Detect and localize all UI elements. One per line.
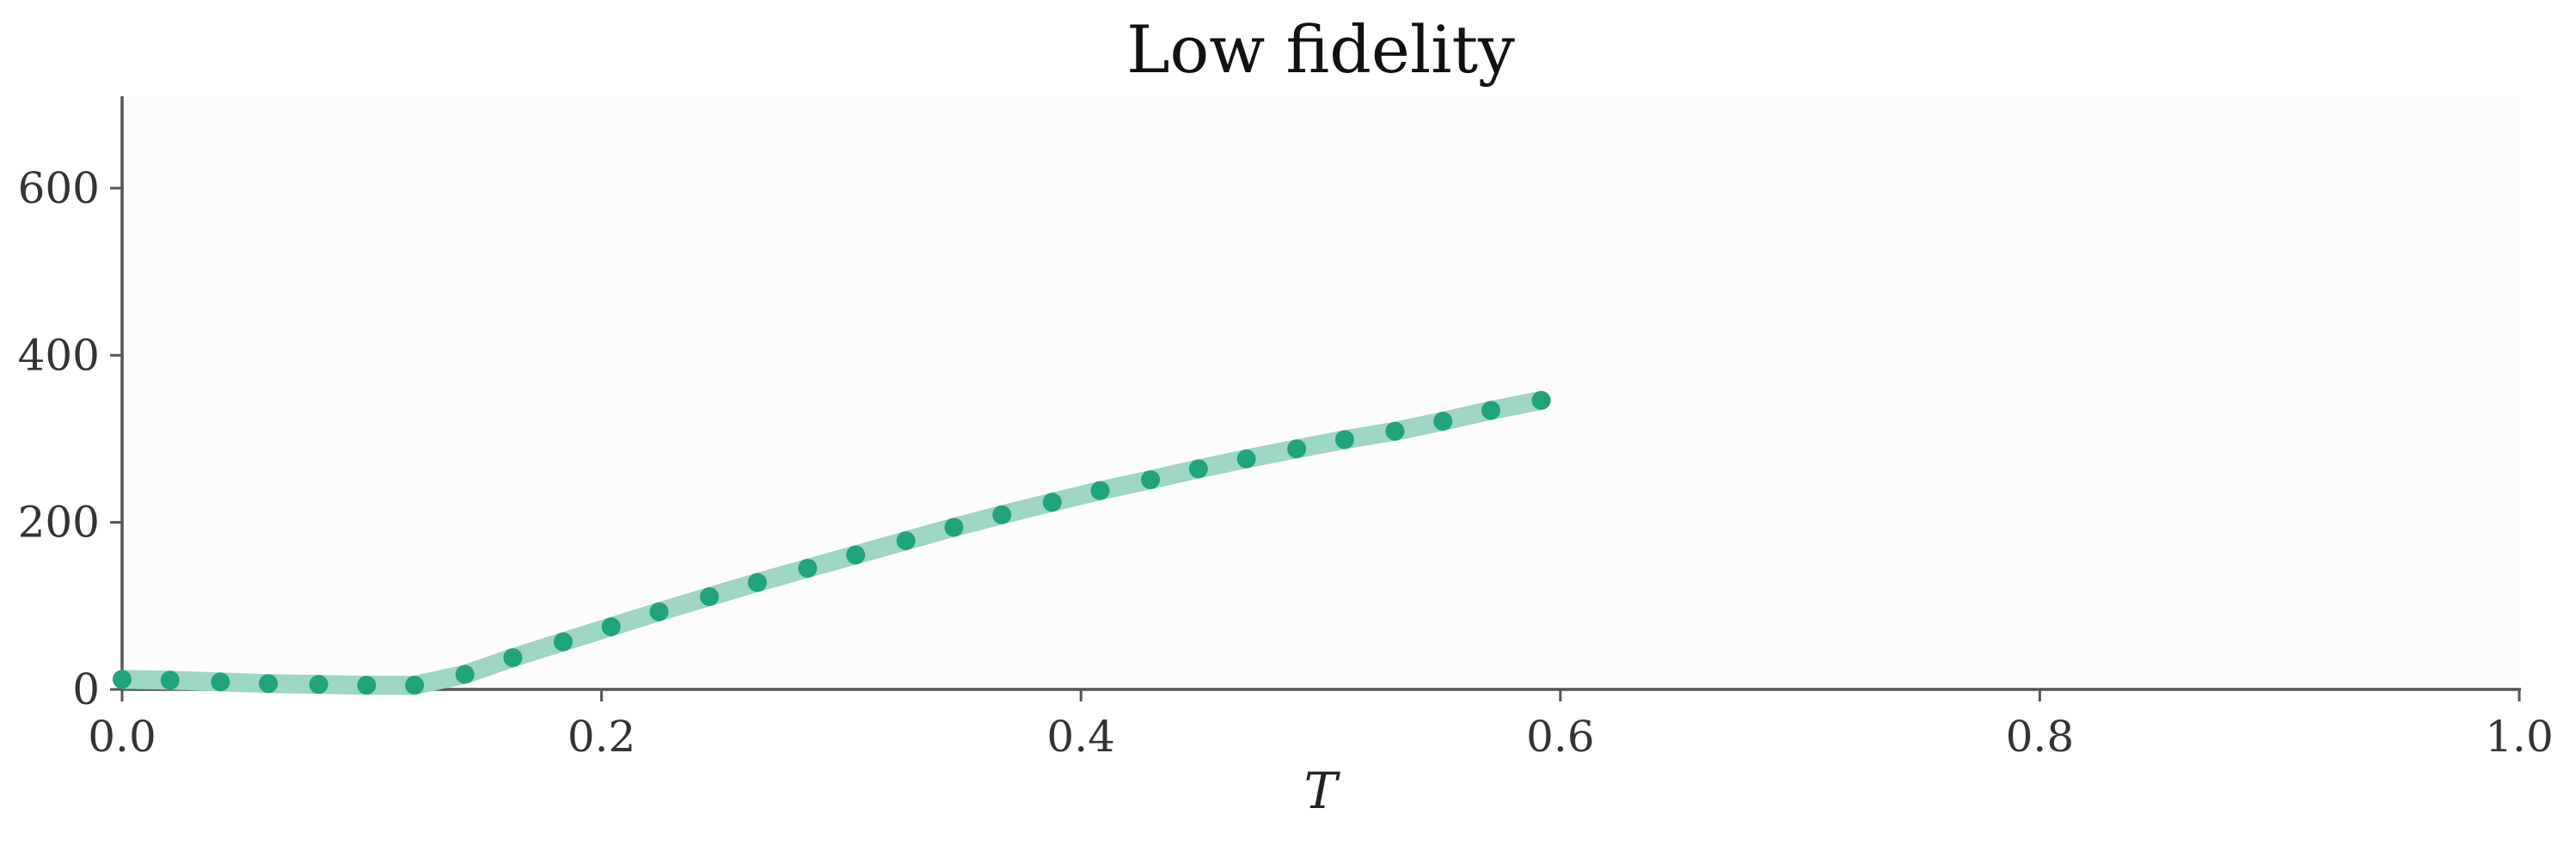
data-point — [747, 573, 767, 592]
x-tick-label: 0.4 — [1046, 712, 1115, 762]
x-tick-label: 0.8 — [2006, 712, 2075, 762]
data-point — [405, 676, 425, 695]
x-axis-ticks: 0.0 0.2 0.4 0.6 0.8 1.0 — [88, 689, 2554, 762]
data-point — [1385, 421, 1405, 441]
data-point — [309, 675, 328, 695]
x-axis-label: T — [1304, 762, 1341, 820]
x-tick-label: 0.0 — [88, 712, 156, 762]
x-tick-label: 0.2 — [567, 712, 636, 762]
data-point — [992, 505, 1012, 524]
data-point — [601, 617, 621, 637]
data-point — [1141, 470, 1161, 490]
data-point — [211, 672, 230, 692]
plot-background — [122, 96, 2519, 689]
data-point — [700, 587, 720, 607]
data-point — [1287, 439, 1307, 459]
y-tick-label: 200 — [18, 498, 100, 548]
y-axis-ticks: 0 200 400 600 — [18, 163, 122, 714]
data-point — [798, 559, 818, 579]
y-tick-label: 400 — [18, 330, 100, 380]
data-point — [1433, 412, 1453, 432]
series-group — [113, 390, 1551, 695]
chart-title: Low fidelity — [1126, 11, 1515, 88]
data-point — [553, 632, 573, 652]
data-point — [113, 670, 132, 689]
x-tick-label: 0.6 — [1526, 712, 1595, 762]
data-point — [1531, 390, 1551, 410]
data-point — [1042, 493, 1062, 512]
data-point — [503, 648, 523, 668]
data-point — [160, 670, 180, 690]
data-point — [846, 545, 866, 565]
data-point — [1334, 430, 1354, 450]
data-point — [455, 664, 475, 684]
data-point — [1090, 481, 1110, 500]
data-point — [1481, 401, 1500, 420]
data-point — [259, 674, 279, 694]
data-point — [1188, 459, 1208, 479]
x-tick-label: 1.0 — [2485, 712, 2554, 762]
data-point — [357, 676, 377, 695]
data-point — [896, 531, 916, 551]
y-tick-label: 600 — [18, 163, 100, 213]
data-point — [649, 602, 669, 622]
data-point — [1236, 449, 1256, 468]
data-point — [944, 517, 964, 537]
y-tick-label: 0 — [72, 664, 100, 714]
